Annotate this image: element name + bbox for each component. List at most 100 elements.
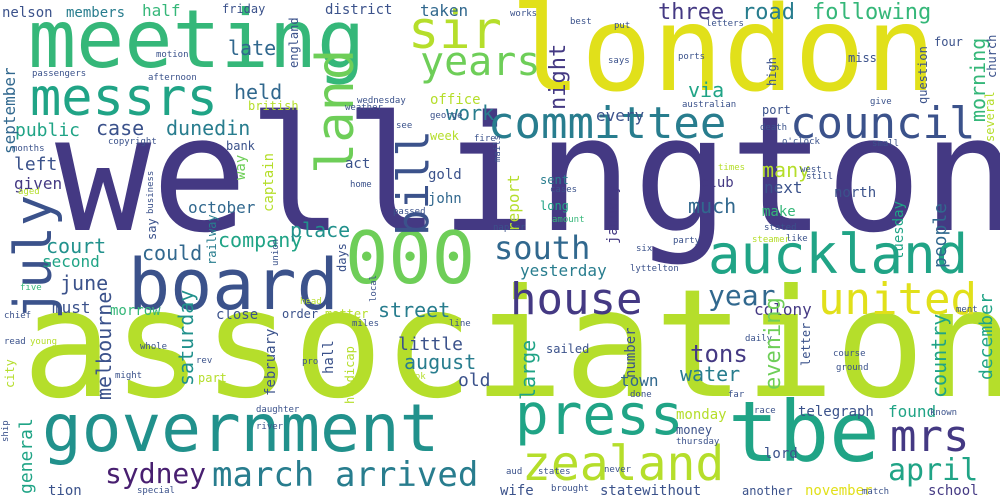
word-might: might [115,371,143,381]
word-mails: mails [493,134,503,162]
word-members: members [66,5,126,21]
word-year: year [708,279,776,312]
word-napier: napier [493,223,526,233]
word-order: order [282,307,319,321]
word-match: match [862,487,890,497]
word-motion: motion [156,50,189,60]
word-special: special [137,486,175,496]
word-mrs: mrs [890,411,970,462]
word-rev: rev [196,356,213,366]
word-known: known [930,408,958,418]
word-october: october [188,198,256,217]
word-port: port [762,103,791,117]
word-zealand: zealand [522,436,725,492]
word-six: six [636,244,653,254]
word-much: much [688,194,737,218]
word-whole: whole [140,342,168,352]
word-local: local [369,274,379,302]
word-railway: railway [205,214,219,265]
word-afternoon: afternoon [148,73,197,83]
word-district: district [325,2,393,18]
word-lord: lord [764,446,798,462]
word-handicap: handicap [343,346,357,404]
word-ship: ship [1,420,11,442]
word-left: left [14,154,58,175]
word-statewithout: statewithout [600,484,701,498]
word-give: give [870,97,892,107]
word-council: council [790,98,976,149]
word-steamer: steamer [752,235,790,245]
word-given: given [14,174,63,193]
word-like: like [786,234,808,244]
word-company: company [218,228,303,252]
word-miles: miles [352,319,380,329]
word-high: high [765,57,779,86]
word-morrow: morrow [110,303,161,319]
word-cases: cases [550,185,578,195]
word-captain: captain [261,152,277,212]
word-february: february [263,328,279,396]
word-next: next [764,178,803,197]
word-daily: daily [745,334,773,344]
word-long: long [540,199,569,213]
word-george: george [430,111,463,121]
word-business: business [146,170,156,214]
word-association: association [22,258,1000,432]
word-january: january [605,184,621,244]
word-press: press [515,383,684,448]
word-five: five [20,283,42,293]
word-home: home [350,180,372,190]
word-half: half [142,1,181,20]
word-auckland: auckland [708,223,969,286]
word-dunedin: dunedin [166,116,251,140]
word-court: court [46,234,107,258]
word-say: say [145,218,159,240]
word-sydney: sydney [105,457,207,490]
word-messrs: messrs [30,68,218,128]
word-held: held [234,80,283,104]
word-aged: aged [18,187,40,197]
word-times: times [718,163,746,173]
word-monday: monday [676,407,727,423]
word-young: young [30,337,58,347]
word-public: public [15,120,81,141]
word-ment: ment [956,305,978,315]
word-via: via [688,78,725,102]
word-best: best [570,17,592,27]
word-number: number [623,327,639,378]
word-aud: aud [506,467,523,477]
word-office: office [430,92,481,108]
word-south: south [494,229,591,267]
word-club: club [700,175,734,191]
word-works: works [510,9,538,19]
word-many: many [762,158,811,182]
word-way: way [233,154,249,180]
word-case: case [96,116,145,140]
word-years: years [420,39,541,85]
word-november: november [805,483,873,499]
word-small: small [872,139,900,149]
word-four: four [934,35,963,49]
word-city: city [3,359,17,388]
word-party: party [673,236,701,246]
word-april: april [888,453,979,488]
word-yesterday: yesterday [520,261,607,280]
word-ports: ports [678,52,706,62]
word-letter: letter [799,322,813,366]
word-another: another [742,484,793,498]
word-following: following [812,0,932,25]
word-december: december [976,293,997,380]
word-three: three [658,0,725,25]
word-north: north [834,185,877,201]
word-people: people [930,202,951,268]
word-august: august [404,350,477,374]
word-thursday: thursday [676,437,720,447]
word-letters: letters [706,19,744,29]
word-see: see [396,121,413,131]
word-church: church [985,34,999,78]
word-done: done [630,390,652,400]
word-report: report [504,174,523,232]
word-copyright: copyright [108,137,157,147]
word-amount: amount [552,215,585,225]
word-john: john [428,191,462,207]
